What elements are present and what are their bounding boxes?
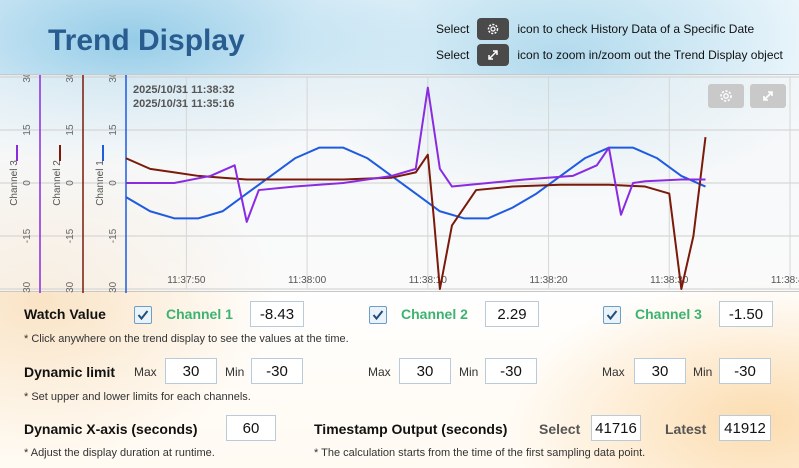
watch-note: * Click anywhere on the trend display to… [24, 333, 349, 345]
timestamp-note: * The calculation starts from the time o… [314, 447, 646, 459]
max-label: Max [368, 365, 391, 379]
channel3-min-input[interactable]: -30 [719, 358, 771, 384]
timestamp-latest-value: 41912 [719, 415, 771, 441]
check-icon [372, 310, 384, 321]
min-label: Min [693, 365, 713, 379]
channel-axis-label: Channel 2 [52, 160, 63, 206]
y-tick-label: 30 [22, 75, 33, 83]
y-tick-label: 30 [108, 75, 119, 83]
check-icon [606, 310, 618, 321]
dynamic-limit-label: Dynamic limit [24, 364, 116, 380]
zoom-hint: Select icon to zoom in/zoom out the Tren… [436, 44, 783, 66]
gear-icon [477, 18, 510, 40]
y-tick-label: 15 [22, 124, 33, 136]
watch-value-label: Watch Value [24, 306, 106, 322]
hint-select-text: Select [436, 22, 470, 36]
page-title: Trend Display [48, 24, 245, 57]
y-tick-label: 0 [108, 180, 119, 186]
hint-zoom-text: icon to zoom in/zoom out the Trend Displ… [517, 48, 783, 62]
x-tick-label: 11:38:20 [529, 275, 568, 286]
x-tick-label: 11:37:50 [167, 275, 206, 286]
channel2-checkbox[interactable] [369, 306, 387, 324]
expand-icon [763, 91, 773, 101]
y-tick-label: 0 [22, 180, 33, 186]
y-tick-label: 0 [65, 180, 76, 186]
series-line-channel-3 [126, 86, 706, 223]
channel-axis-label: Channel 1 [95, 160, 106, 206]
x-tick-label: 11:38:10 [409, 275, 448, 286]
cursor-timestamp: 2025/10/31 11:38:32 [133, 84, 235, 96]
xaxis-seconds-input[interactable]: 60 [226, 415, 276, 441]
channel3-max-input[interactable]: 30 [634, 358, 686, 384]
y-tick-label: 15 [65, 124, 76, 136]
channel3-value: -1.50 [719, 301, 773, 327]
min-label: Min [459, 365, 479, 379]
y-tick-label: 30 [65, 75, 76, 83]
trend-chart[interactable]: 11:37:50 11:38:00 11:38:10 11:38:20 11:38:30… [0, 71, 799, 296]
gear-icon [720, 90, 732, 102]
channel1-min-input[interactable]: -30 [251, 358, 303, 384]
min-label: Min [225, 365, 245, 379]
y-tick-label: -30 [108, 281, 119, 293]
max-label: Max [602, 365, 625, 379]
channel1-value: -8.43 [250, 301, 304, 327]
y-tick-label: -30 [22, 281, 33, 293]
y-tick-label: -15 [108, 228, 119, 243]
trend-display[interactable]: 11:37:50 11:38:00 11:38:10 11:38:20 11:38:30… [0, 71, 799, 296]
channel2-min-input[interactable]: -30 [485, 358, 537, 384]
channel1-label: Channel 1 [166, 306, 233, 322]
channel2-label: Channel 2 [401, 306, 468, 322]
limit-note: * Set upper and lower limits for each ch… [24, 391, 251, 403]
hint-select-text: Select [436, 48, 470, 62]
x-tick-label: 11:38:40 [771, 275, 799, 286]
y-tick-label: -15 [65, 228, 76, 243]
channel2-max-input[interactable]: 30 [399, 358, 451, 384]
xaxis-note: * Adjust the display duration at runtime… [24, 447, 215, 459]
history-hint: Select icon to check History Data of a S… [436, 18, 754, 40]
channel3-checkbox[interactable] [603, 306, 621, 324]
expand-icon [477, 44, 510, 66]
max-label: Max [134, 365, 157, 379]
channel-axis-label: Channel 3 [9, 160, 20, 206]
history-settings-button[interactable] [708, 84, 744, 108]
channel1-checkbox[interactable] [134, 306, 152, 324]
y-tick-label: -15 [22, 228, 33, 243]
check-icon [137, 310, 149, 321]
channel1-max-input[interactable]: 30 [165, 358, 217, 384]
x-tick-label: 11:38:30 [650, 275, 689, 286]
series-line-channel-2 [125, 136, 707, 290]
hint-history-text: icon to check History Data of a Specific… [517, 22, 755, 36]
y-tick-label: 15 [108, 124, 119, 136]
start-timestamp: 2025/10/31 11:35:16 [133, 98, 235, 110]
timestamp-latest-label: Latest [665, 421, 707, 437]
timestamp-output-label: Timestamp Output (seconds) [314, 421, 508, 437]
dynamic-xaxis-label: Dynamic X-axis (seconds) [24, 421, 198, 437]
x-tick-label: 11:38:00 [288, 275, 327, 286]
timestamp-select-label: Select [539, 421, 581, 437]
zoom-button[interactable] [750, 84, 786, 108]
timestamp-select-value: 41716 [591, 415, 641, 441]
channel2-value: 2.29 [485, 301, 539, 327]
channel3-label: Channel 3 [635, 306, 702, 322]
y-tick-label: -30 [65, 281, 76, 293]
